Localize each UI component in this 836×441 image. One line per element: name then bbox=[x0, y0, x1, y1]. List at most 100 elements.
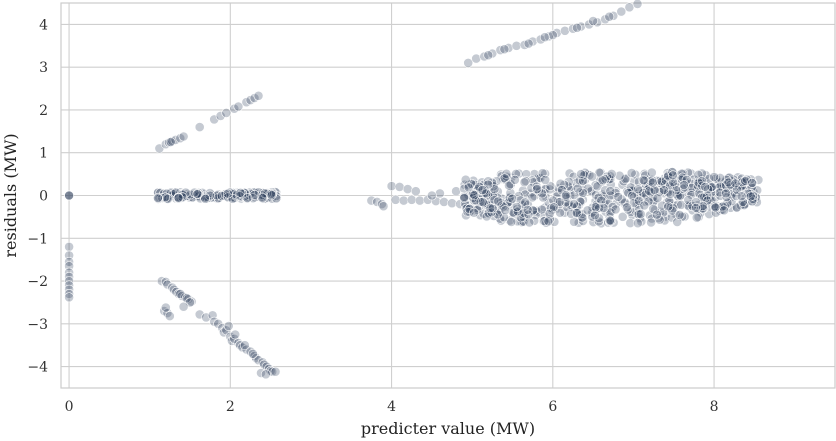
data-point bbox=[215, 111, 226, 121]
y-tick-label: −4 bbox=[27, 360, 48, 376]
data-point bbox=[606, 168, 617, 179]
data-point bbox=[513, 168, 524, 179]
data-point bbox=[477, 196, 488, 207]
data-point bbox=[605, 186, 616, 196]
data-point bbox=[267, 366, 278, 377]
data-point bbox=[485, 203, 496, 214]
data-point bbox=[459, 193, 470, 203]
data-point bbox=[64, 276, 74, 286]
data-point bbox=[539, 216, 550, 226]
data-point bbox=[511, 40, 522, 51]
data-point bbox=[451, 186, 461, 197]
data-point bbox=[715, 190, 726, 201]
data-point bbox=[663, 201, 674, 212]
data-point bbox=[674, 209, 685, 220]
data-point bbox=[477, 184, 488, 195]
data-point bbox=[439, 196, 449, 207]
data-point bbox=[677, 211, 688, 222]
data-point bbox=[253, 90, 264, 101]
data-point bbox=[613, 191, 624, 202]
y-axis-label: residuals (MW) bbox=[1, 133, 20, 257]
data-point bbox=[260, 369, 271, 380]
data-point bbox=[447, 198, 457, 209]
data-point bbox=[572, 183, 583, 194]
data-point bbox=[538, 192, 548, 203]
data-point bbox=[177, 192, 188, 203]
data-point bbox=[681, 174, 692, 185]
data-point bbox=[495, 45, 506, 55]
data-point bbox=[691, 212, 702, 223]
data-point bbox=[499, 44, 510, 55]
data-point bbox=[652, 193, 663, 204]
data-point bbox=[597, 175, 608, 186]
data-point bbox=[230, 329, 241, 340]
data-point bbox=[600, 185, 611, 196]
data-point bbox=[64, 288, 74, 299]
data-point bbox=[414, 195, 425, 206]
data-point bbox=[483, 50, 494, 61]
data-point bbox=[568, 23, 578, 34]
y-tick-label: −2 bbox=[27, 274, 48, 290]
data-point bbox=[576, 169, 586, 179]
data-point bbox=[402, 184, 413, 194]
data-point bbox=[221, 108, 232, 118]
data-point bbox=[511, 168, 521, 179]
data-point bbox=[390, 194, 401, 205]
data-point bbox=[574, 175, 585, 186]
data-point bbox=[520, 176, 531, 186]
data-point bbox=[572, 22, 582, 33]
data-point bbox=[430, 196, 441, 206]
data-point bbox=[394, 181, 405, 192]
data-point bbox=[469, 207, 479, 218]
data-point bbox=[745, 174, 756, 185]
data-point bbox=[156, 276, 167, 286]
data-point bbox=[460, 174, 471, 185]
data-point bbox=[620, 174, 631, 184]
y-tick-label: 0 bbox=[39, 189, 48, 205]
data-point bbox=[216, 190, 227, 201]
data-point bbox=[222, 188, 233, 199]
data-point bbox=[493, 196, 504, 207]
data-point bbox=[610, 204, 621, 215]
data-point bbox=[668, 170, 678, 181]
data-point bbox=[186, 296, 197, 307]
data-point bbox=[594, 213, 604, 224]
tick-labels: 0 2 4 6 8 −4 −3 −2 −1 0 1 2 3 4 bbox=[27, 17, 718, 415]
data-point bbox=[162, 279, 173, 290]
data-point bbox=[539, 32, 550, 43]
data-point bbox=[519, 177, 530, 188]
x-tick-label: 8 bbox=[710, 399, 719, 415]
data-point bbox=[584, 19, 594, 30]
data-point bbox=[576, 21, 586, 32]
data-point bbox=[593, 216, 604, 227]
data-point bbox=[489, 195, 500, 205]
data-point bbox=[463, 182, 474, 193]
data-point bbox=[596, 195, 607, 206]
data-point bbox=[635, 209, 646, 219]
data-point bbox=[568, 171, 579, 182]
data-point bbox=[192, 189, 203, 199]
data-point bbox=[64, 292, 74, 303]
data-point bbox=[561, 190, 571, 201]
data-point bbox=[679, 179, 689, 190]
data-point bbox=[64, 267, 74, 278]
data-point bbox=[575, 196, 586, 207]
y-tick-label: 3 bbox=[39, 60, 48, 76]
x-tick-label: 0 bbox=[65, 399, 74, 415]
data-point bbox=[604, 174, 615, 185]
data-point bbox=[547, 30, 558, 40]
data-point bbox=[207, 310, 218, 321]
data-point bbox=[638, 187, 648, 198]
data-point bbox=[506, 216, 517, 227]
y-tick-label: −3 bbox=[27, 317, 48, 333]
data-point bbox=[667, 167, 678, 177]
data-point bbox=[717, 201, 728, 212]
x-tick-label: 4 bbox=[387, 399, 396, 415]
data-point bbox=[627, 190, 638, 201]
data-point bbox=[587, 171, 597, 182]
y-tick-label: 4 bbox=[39, 17, 48, 33]
data-point bbox=[178, 301, 189, 312]
y-tick-label: 1 bbox=[39, 146, 48, 162]
data-point bbox=[741, 174, 752, 185]
data-point bbox=[625, 182, 636, 193]
